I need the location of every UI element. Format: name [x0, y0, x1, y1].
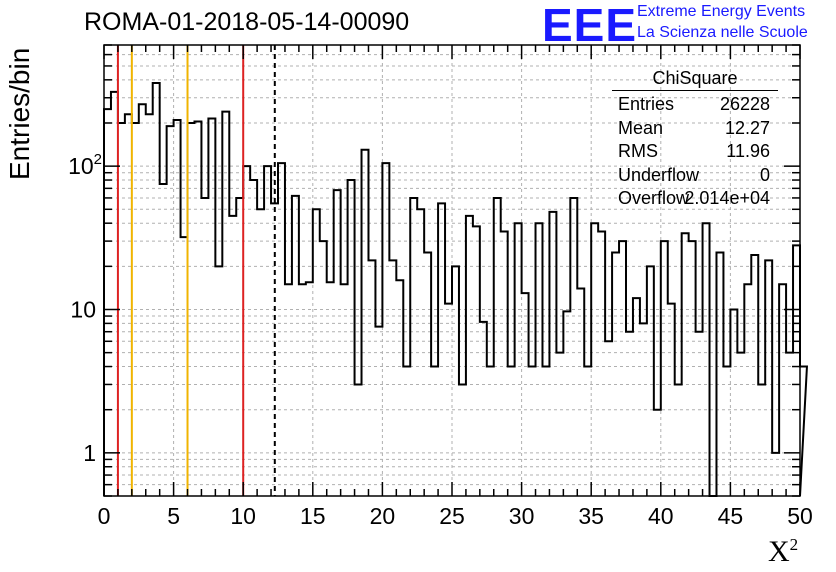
stats-row-entries: Entries 26228 — [612, 93, 778, 117]
stats-key: Overflow — [618, 188, 690, 208]
logo-subtitle-2: La Scienza nelle Scuole — [637, 24, 808, 41]
x-tick-label: 35 — [578, 503, 604, 529]
x-tick-label: 30 — [509, 503, 535, 529]
stats-value: 12.27 — [724, 117, 770, 138]
histogram-series — [103, 82, 809, 497]
eee-logo: EEE — [542, 0, 638, 51]
x-tick-label: 10 — [230, 503, 256, 529]
x-tick-label: 45 — [718, 503, 744, 529]
x-axis-label: X2 — [768, 535, 798, 569]
stats-value: 2.014e+04 — [684, 188, 770, 208]
logo-subtitle-1: Extreme Energy Events — [637, 3, 806, 20]
stats-key: Mean — [618, 117, 664, 138]
x-tick-label: 0 — [98, 503, 111, 529]
x-tick-label: 5 — [167, 503, 180, 529]
run-title: ROMA-01-2018-05-14-00090 — [84, 8, 410, 36]
y-axis-label: Entries/bin — [4, 47, 35, 180]
y-tick-label-exponent: 2 — [94, 151, 102, 168]
stats-value: 26228 — [719, 94, 770, 114]
x-axis-label-superscript: 2 — [789, 535, 799, 554]
y-tick-label: 1 — [83, 440, 96, 466]
x-tick-label: 50 — [787, 503, 813, 529]
y-tick-label-base: 10 — [68, 153, 94, 179]
x-axis-label-text: X — [768, 535, 790, 568]
stats-box: ChiSquare Entries 26228 Mean 12.27 RMS 1… — [612, 66, 778, 211]
stats-key: Underflow — [618, 164, 700, 185]
stats-row-rms: RMS 11.96 — [612, 140, 778, 164]
x-tick-label: 40 — [648, 503, 674, 529]
stats-value: 0 — [759, 164, 770, 185]
y-tick-label: 10 — [70, 296, 96, 322]
x-tick-label: 15 — [300, 503, 326, 529]
stats-row-overflow: Overflow 2.014e+04 — [612, 187, 778, 211]
stats-row-mean: Mean 12.27 — [612, 117, 778, 141]
x-tick-label: 20 — [370, 503, 396, 529]
stats-key: RMS — [618, 141, 658, 161]
stats-title: ChiSquare — [652, 68, 738, 88]
y-tick-label: 102 — [68, 151, 102, 179]
stats-key: Entries — [618, 94, 675, 114]
stats-value: 11.96 — [726, 141, 770, 161]
stats-row-underflow: Underflow 0 — [612, 164, 778, 188]
x-tick-label: 25 — [439, 503, 465, 529]
stats-divider — [612, 90, 778, 91]
